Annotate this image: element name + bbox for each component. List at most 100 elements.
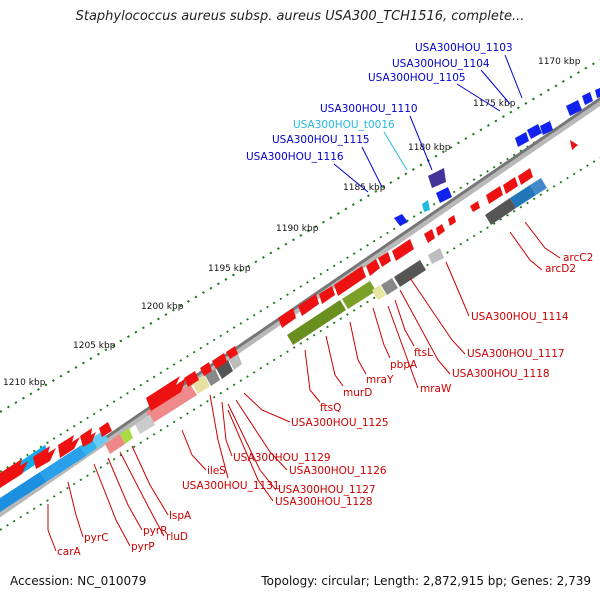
tick-dot [472, 178, 476, 181]
tick-dot [456, 141, 460, 145]
tick-dot [139, 441, 143, 444]
gene-label: USA300HOU_1114 [471, 311, 569, 323]
tick-dot [532, 197, 536, 201]
tick-dot [52, 495, 56, 498]
leader-line [456, 83, 501, 112]
tick-dot [19, 457, 23, 461]
reverse-gene-arrows [394, 88, 600, 226]
tick-dot [199, 346, 203, 350]
tick-dot [329, 216, 333, 220]
tick-dot [372, 296, 376, 300]
tick-dot [546, 189, 549, 192]
tick-dot [239, 269, 243, 273]
tick-dot [86, 416, 89, 420]
tick-dot [199, 404, 203, 407]
leader-line [227, 403, 277, 491]
leader-line [509, 231, 543, 271]
tick-dot [284, 242, 288, 246]
leader-line [445, 261, 470, 317]
tick-dot [276, 247, 280, 251]
tick-dot [432, 202, 436, 206]
tick-dot [404, 172, 408, 176]
tick-dot [146, 379, 149, 383]
gene-label: USA300HOU_1126 [289, 465, 387, 477]
leader-line [93, 463, 131, 547]
tick-dot [166, 367, 169, 370]
tick-dot [366, 244, 369, 247]
leader-line [480, 69, 511, 105]
tick-label: 1200 kbp [141, 302, 184, 312]
tick-dot [26, 453, 29, 457]
tick-dot [216, 282, 220, 286]
tick-dot [252, 371, 256, 374]
gene-label: murD [343, 387, 372, 399]
gene-label: USA300HOU_1131 [182, 480, 280, 492]
tick-dot [104, 348, 108, 352]
tick-dot [326, 268, 329, 272]
gene-label: USA300HOU_1129 [233, 452, 331, 464]
tick-dot [492, 222, 496, 225]
tick-dot [126, 392, 129, 395]
gene-label: USA300HOU_1103 [415, 42, 513, 54]
tick-dot [106, 404, 109, 407]
tick-dot [206, 400, 209, 403]
tick-dot [159, 371, 163, 375]
tick-dot [374, 189, 378, 193]
tick-dot [0, 470, 3, 473]
tick-dot [99, 408, 103, 412]
tick-dot [266, 362, 269, 366]
tick-dot [339, 317, 343, 320]
gene-label: USA300HOU_1104 [392, 58, 490, 70]
tick-dot [14, 401, 18, 405]
tick-dot [51, 379, 55, 383]
tick-dot [266, 305, 269, 309]
tick-dot [26, 511, 29, 515]
tick-dot [246, 264, 250, 268]
tick-dot [306, 281, 309, 284]
tick-dot [152, 433, 156, 436]
tick-dot [452, 190, 456, 194]
tick-dot [306, 338, 309, 341]
tick-dot [312, 276, 316, 280]
leader-line [399, 289, 451, 375]
tick-dot [586, 164, 589, 168]
gene-label: arcD2 [545, 263, 576, 275]
tick-dot [326, 325, 329, 329]
tick-dot [312, 333, 316, 337]
tick-dot [156, 317, 160, 321]
gene-label: USA300HOU_1105 [368, 72, 466, 84]
tick-dot [466, 238, 469, 242]
tick-dot [259, 309, 263, 313]
tick-dot [36, 387, 40, 391]
gene-label: ftsQ [320, 402, 341, 414]
gene-label: USA300HOU_1125 [291, 417, 389, 429]
tick-dot [246, 318, 249, 321]
tick-dot [332, 264, 336, 268]
leader-line [107, 457, 143, 531]
tick-dot [411, 167, 415, 171]
leader-line [409, 115, 433, 171]
tick-dot [92, 412, 96, 416]
tick-dot [166, 424, 169, 428]
tick-dot [389, 181, 393, 185]
gene-label: USA300HOU_1117 [467, 348, 565, 360]
tick-dot [566, 176, 569, 180]
tick-dot [132, 387, 136, 391]
tick-dot [112, 400, 116, 403]
leader-line [131, 445, 169, 516]
tick-dot [132, 445, 136, 449]
tick-dot [346, 313, 349, 316]
tick-dot [452, 247, 456, 250]
tick-dot [0, 528, 3, 531]
tick-dot [434, 154, 438, 158]
tick-dot [379, 235, 383, 239]
tick-dot [494, 119, 498, 123]
leader-line [47, 504, 57, 552]
tick-dot [506, 157, 509, 161]
tick-dot [279, 354, 283, 358]
tick-dot [12, 461, 16, 465]
tick-dot [112, 457, 116, 461]
leader-line [524, 221, 561, 259]
tick-dot [286, 350, 289, 354]
